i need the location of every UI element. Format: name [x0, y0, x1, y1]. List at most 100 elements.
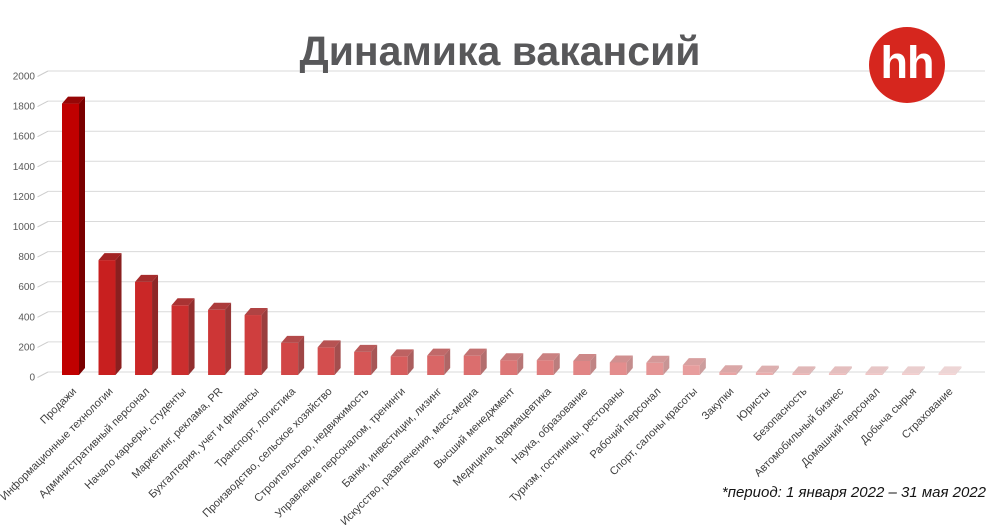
bar-side-face	[955, 366, 962, 375]
bar-front-face	[865, 373, 883, 375]
bar-front-face	[901, 373, 919, 375]
chart-bar: Добыча сырья: 12	[901, 366, 925, 375]
bar-top-face	[317, 340, 341, 348]
bar-side-face	[882, 366, 889, 375]
chart-bar: Наука, образование: 120	[573, 353, 597, 375]
bar-side-face	[480, 348, 487, 375]
bar-front-face	[281, 342, 299, 375]
bar-side-face	[809, 366, 816, 375]
axis-tick	[37, 251, 49, 258]
bar-top-face	[208, 302, 232, 310]
bar-front-face	[938, 373, 956, 375]
bar-top-face	[573, 353, 597, 361]
bar-side-face	[444, 348, 451, 375]
chart-bar: Продажи: 1830	[62, 96, 85, 376]
bar-front-face	[609, 362, 627, 375]
chart-bar: Искусство, развлечения, масс-медиа: 155	[463, 348, 487, 375]
chart-bar: Безопасность: 20	[792, 366, 816, 375]
y-axis-label: 400	[18, 312, 35, 323]
bar-top-face	[98, 253, 122, 261]
bar-top-face	[354, 344, 378, 352]
chart-bar: Административный персонал: 645	[135, 274, 159, 375]
bar-side-face	[115, 253, 122, 375]
bar-front-face	[536, 360, 554, 375]
bar-side-face	[772, 365, 779, 375]
chart-bar: Автомобильный бизнес: 18	[828, 366, 852, 375]
bar-front-face	[390, 356, 408, 375]
bar-top-face	[281, 335, 305, 343]
chart-bar: Закупки: 45	[719, 365, 743, 375]
axis-tick	[37, 341, 49, 348]
bar-top-face	[427, 348, 451, 356]
bar-side-face	[225, 302, 232, 375]
chart-bar: Производство, сельское хозяйство: 210	[317, 340, 341, 375]
bar-top-face	[938, 366, 962, 374]
bar-top-face	[719, 365, 743, 373]
bar-front-face	[719, 372, 737, 375]
category-label: Закупки	[700, 386, 737, 423]
bar-side-face	[334, 340, 341, 375]
category-label: Производство, сельское хозяйство	[201, 386, 335, 520]
chart-title: Динамика вакансий	[299, 28, 701, 74]
y-axis-label: 800	[18, 252, 35, 263]
bar-front-face	[427, 355, 445, 375]
bar-top-face	[828, 366, 852, 374]
axis-tick	[37, 371, 49, 378]
bar-front-face	[135, 281, 153, 375]
chart-bar: Юристы: 42	[755, 365, 779, 375]
bar-top-face	[901, 366, 925, 374]
bar-top-face	[755, 365, 779, 373]
chart-bar: Управление персоналом, тренинги: 150	[390, 349, 414, 375]
axis-tick	[37, 160, 49, 168]
chart-bar: Медицина, фармацевтика: 125	[536, 353, 560, 375]
bar-top-face	[536, 353, 560, 361]
category-label: Искусство, развлечения, масс-медиа	[339, 385, 482, 525]
chart-bar: Транспорт, логистика: 240	[281, 335, 305, 375]
chart-bar: Страхование: 8	[938, 366, 962, 375]
category-label: Рабочий персонал	[588, 386, 664, 462]
bar-front-face	[244, 315, 262, 375]
bar-side-face	[918, 366, 925, 375]
axis-tick	[37, 281, 49, 288]
y-axis-label: 0	[29, 373, 35, 384]
bar-side-face	[371, 344, 378, 375]
y-axis-label: 1400	[13, 162, 36, 173]
bar-front-face	[755, 372, 773, 375]
bar-front-face	[828, 373, 846, 375]
bar-top-face	[792, 366, 816, 374]
chart-bar: Строительство, недвижимость: 180	[354, 344, 378, 375]
chart-bar: Спорт, салоны красоты: 92	[682, 358, 706, 375]
bar-side-face	[663, 355, 670, 375]
bar-top-face	[244, 308, 268, 316]
chart-bar: Рабочий персонал: 108	[646, 355, 670, 375]
y-axis-label: 1800	[13, 102, 36, 113]
bar-top-face	[390, 349, 414, 357]
y-axis-label: 1600	[13, 132, 36, 143]
bar-top-face	[646, 355, 670, 363]
bar-side-face	[699, 358, 706, 375]
bar-side-face	[590, 353, 597, 375]
bar-front-face	[682, 365, 700, 375]
bars: Продажи: 1830 Информационные технологии: …	[62, 96, 962, 376]
axis-tick	[37, 190, 49, 198]
bar-front-face	[500, 360, 518, 375]
bar-side-face	[79, 96, 85, 376]
bar-side-face	[188, 298, 195, 375]
hh-logo-text: hh	[880, 36, 935, 88]
category-label: Управление персоналом, тренинги	[273, 386, 408, 521]
bar-side-face	[517, 353, 524, 375]
bar-front-face	[463, 355, 481, 375]
bar-side-face	[736, 365, 743, 375]
bar-side-face	[407, 349, 414, 375]
bar-front-face	[573, 360, 591, 375]
bar-side-face	[261, 308, 268, 375]
hh-logo: hh	[869, 27, 945, 103]
bar-side-face	[845, 366, 852, 375]
chart-bar: Информационные технологии: 790	[98, 253, 122, 375]
bar-top-face	[135, 274, 159, 282]
bar-top-face	[62, 96, 85, 104]
bar-front-face	[171, 305, 189, 375]
